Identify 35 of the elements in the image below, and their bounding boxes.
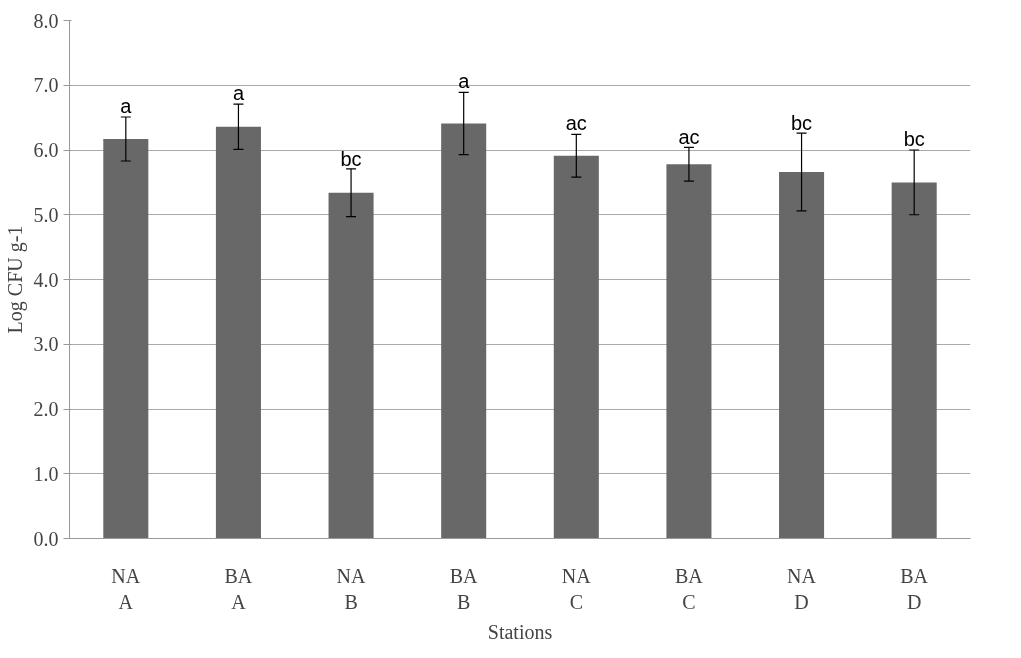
x-tick-label: BA D xyxy=(900,564,929,613)
bar xyxy=(891,182,937,539)
y-tick-label: 6.0 xyxy=(33,139,59,161)
bar xyxy=(666,164,712,539)
annotation: bc xyxy=(791,111,813,134)
x-tick-label: NA A xyxy=(111,564,141,613)
annotation: a xyxy=(458,69,471,92)
y-tick-label: 0.0 xyxy=(33,527,59,550)
y-axis-title: Log CFU g-1 xyxy=(3,225,27,334)
bar xyxy=(553,155,599,539)
x-tick-label: NA C xyxy=(561,564,592,613)
y-tick-label: 1.0 xyxy=(33,462,59,485)
y-tick-label: 5.0 xyxy=(33,203,59,226)
y-tick-label: 4.0 xyxy=(33,268,59,291)
bar xyxy=(328,192,374,539)
annotation: ac xyxy=(678,126,700,149)
x-axis-title: Stations xyxy=(487,620,553,643)
bar xyxy=(103,138,149,539)
bar xyxy=(441,123,487,539)
x-tick-label: BA B xyxy=(449,564,479,613)
x-tick-label: BA C xyxy=(675,564,704,613)
x-tick-label: NA D xyxy=(787,564,817,613)
y-tick-label: 8.0 xyxy=(33,9,59,32)
bar xyxy=(779,172,825,539)
annotation: a xyxy=(232,82,245,105)
x-tick-label: BA A xyxy=(224,564,253,613)
annotation: bc xyxy=(903,128,925,150)
y-tick-label: 7.0 xyxy=(33,74,59,97)
annotation: ac xyxy=(565,112,587,135)
y-tick-label: 3.0 xyxy=(33,333,59,356)
y-tick-label: 2.0 xyxy=(33,398,59,420)
bar xyxy=(215,126,261,539)
annotation: a xyxy=(120,94,133,117)
annotation: bc xyxy=(340,148,362,171)
x-tick-label: NA B xyxy=(336,564,367,613)
